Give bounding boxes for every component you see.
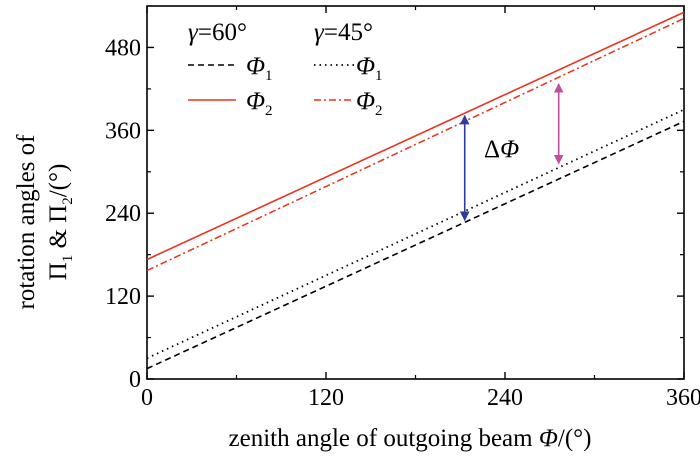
y-axis-title-line1: rotation angles of xyxy=(13,134,40,310)
legend-label-60-phi2: Φ2 xyxy=(246,88,273,119)
legend-label-60-phi1: Φ1 xyxy=(246,53,273,84)
x-tick-label-3: 360 xyxy=(666,385,700,411)
y-tick-label-2: 240 xyxy=(105,201,141,227)
legend-label-45-phi2: Φ2 xyxy=(356,88,383,119)
y-tick-label-4: 480 xyxy=(105,35,141,61)
x-axis-title: zenith angle of outgoing beam Φ/(°) xyxy=(229,425,592,452)
y-axis-title-line2: Π1 & Π2/(°) xyxy=(45,164,76,281)
x-tick-label-0: 0 xyxy=(141,385,153,411)
plot-frame xyxy=(146,5,685,380)
legend: γ=60° γ=45° Φ1 Φ2 Φ1 Φ2 xyxy=(188,19,383,119)
legend-header-gamma-45: γ=45° xyxy=(314,19,373,46)
y-tick-label-0: 0 xyxy=(129,367,141,393)
annotation-delta-phi: ΔΦ xyxy=(484,136,519,163)
series-gamma60-phi1 xyxy=(146,120,685,370)
legend-label-45-phi1: Φ1 xyxy=(356,53,383,84)
series-gamma45-phi2 xyxy=(146,17,685,272)
series-gamma45-phi1 xyxy=(146,108,685,360)
x-tick-label-2: 240 xyxy=(487,385,523,411)
y-tick-label-3: 360 xyxy=(105,118,141,144)
y-tick-label-1: 120 xyxy=(105,284,141,310)
legend-header-gamma-60: γ=60° xyxy=(188,19,247,46)
x-tick-label-1: 120 xyxy=(308,385,344,411)
series-gamma60-phi2 xyxy=(146,11,685,261)
